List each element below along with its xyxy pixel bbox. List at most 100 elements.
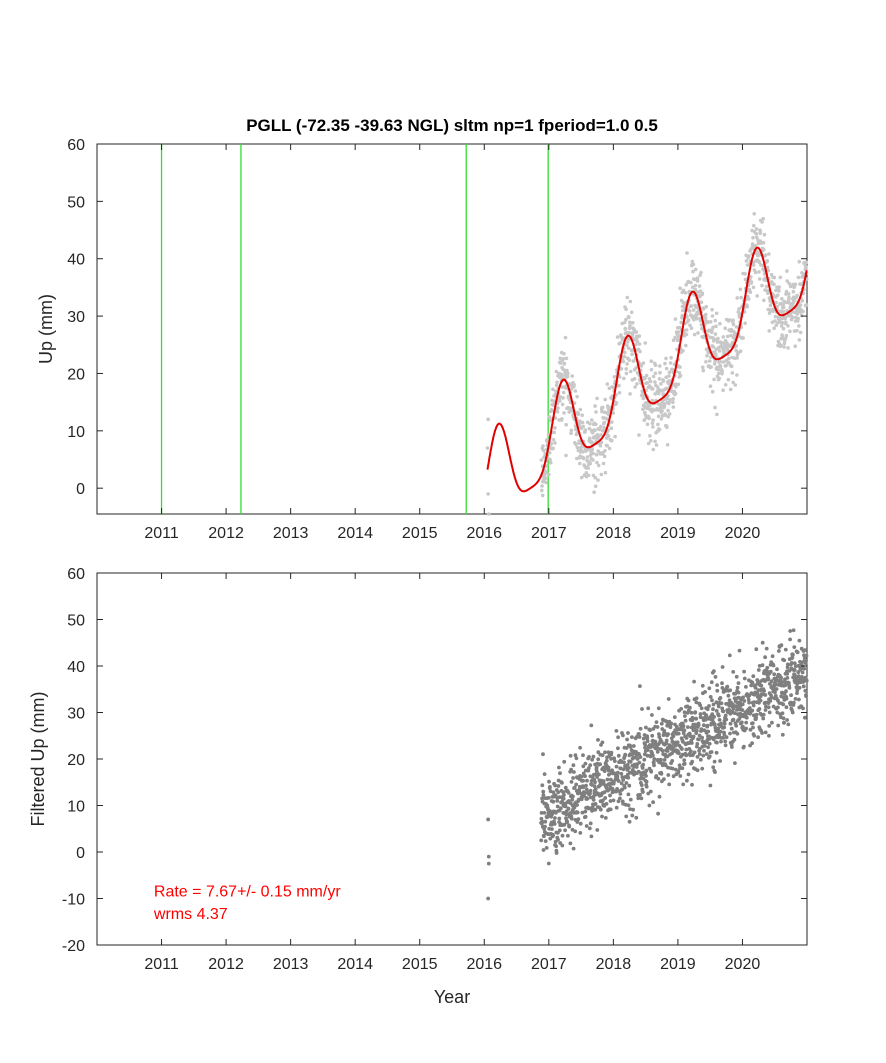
filtered-point — [568, 841, 573, 846]
observation-point — [648, 379, 653, 384]
observation-point — [552, 430, 557, 435]
filtered-point — [721, 736, 725, 740]
observation-point — [653, 392, 657, 396]
filtered-point — [570, 797, 575, 802]
observation-point — [602, 454, 607, 459]
observation-point — [761, 216, 765, 221]
filtered-point — [555, 799, 560, 803]
observation-point — [678, 365, 682, 369]
filtered-point — [750, 708, 755, 713]
filtered-point — [652, 757, 657, 761]
observation-point — [575, 445, 580, 450]
x-tick-label: 2020 — [725, 956, 761, 973]
filtered-point — [600, 753, 605, 758]
filtered-point — [781, 716, 786, 721]
filtered-point — [583, 814, 588, 819]
observation-point — [717, 371, 721, 376]
x-tick-label: 2019 — [660, 956, 696, 973]
filtered-point — [645, 736, 650, 741]
observation-point — [668, 398, 672, 402]
observation-point — [689, 304, 694, 308]
observation-point — [551, 387, 555, 392]
observation-point — [733, 331, 738, 336]
filtered-point — [752, 700, 756, 704]
filtered-point — [773, 694, 778, 698]
observation-point — [603, 397, 607, 402]
top-axis-ticks: 2011 2012 2013 2014 2015 2016 2017 2018 2019 2020… — [67, 137, 807, 542]
filtered-point — [643, 742, 648, 747]
observation-point — [628, 299, 633, 304]
filtered-point — [742, 744, 746, 749]
observation-point — [682, 303, 687, 307]
observation-point — [764, 288, 768, 293]
filtered-point — [783, 647, 788, 652]
filtered-point — [594, 765, 599, 770]
observation-point — [595, 396, 599, 401]
observation-point — [553, 416, 558, 420]
observation-point — [761, 247, 766, 252]
observation-point — [765, 265, 770, 270]
filtered-point — [631, 744, 636, 748]
filtered-point — [581, 753, 585, 758]
observation-point — [796, 275, 801, 280]
observation-point — [693, 283, 698, 288]
observation-point — [786, 346, 790, 350]
filtered-point — [622, 760, 626, 765]
observation-point — [757, 270, 761, 274]
observation-point — [751, 285, 756, 290]
filtered-point — [539, 811, 544, 815]
observation-point — [610, 438, 614, 443]
filtered-point — [722, 721, 727, 726]
filtered-point — [770, 720, 774, 725]
y-tick-label: 50 — [67, 194, 85, 211]
observation-point — [661, 379, 666, 383]
filtered-point — [569, 816, 574, 821]
observation-point — [648, 434, 652, 438]
bottom-x-axis-label: Year — [434, 987, 470, 1007]
observation-point — [580, 413, 584, 418]
observation-point — [653, 363, 658, 368]
filtered-point — [736, 681, 741, 685]
observation-point — [705, 354, 709, 358]
observation-point — [623, 327, 628, 331]
observation-point — [804, 303, 809, 307]
observation-point — [561, 396, 565, 400]
filtered-point — [578, 831, 583, 835]
filtered-point — [589, 723, 594, 728]
observation-point — [749, 280, 754, 284]
observation-point — [563, 335, 568, 340]
observation-point — [551, 437, 556, 442]
observation-point — [633, 385, 637, 389]
filtered-point — [777, 649, 781, 653]
filtered-point — [579, 774, 584, 779]
observation-point — [648, 403, 652, 408]
filtered-point — [616, 753, 621, 758]
filtered-point — [624, 781, 629, 785]
filtered-point — [593, 807, 598, 812]
filtered-point — [772, 672, 777, 677]
filtered-point — [760, 663, 765, 668]
filtered-point — [803, 661, 808, 665]
filtered-point — [628, 745, 633, 749]
observation-point — [485, 446, 490, 450]
observation-point — [647, 377, 652, 381]
observation-point — [549, 441, 554, 446]
observation-point — [725, 334, 730, 339]
filtered-point — [624, 746, 629, 750]
filtered-point — [709, 750, 714, 754]
observation-point — [622, 354, 627, 359]
filtered-point — [589, 782, 594, 787]
filtered-point — [664, 741, 669, 746]
observation-point — [654, 443, 659, 447]
filtered-point — [568, 753, 573, 758]
filtered-point — [560, 833, 565, 838]
observation-point — [755, 294, 759, 298]
filtered-point — [544, 846, 549, 850]
filtered-point — [654, 720, 659, 724]
observation-point — [622, 320, 627, 325]
filtered-point — [694, 728, 699, 733]
filtered-point — [695, 742, 700, 746]
filtered-point — [719, 739, 723, 744]
observation-point — [583, 428, 588, 432]
filtered-point — [618, 796, 622, 801]
